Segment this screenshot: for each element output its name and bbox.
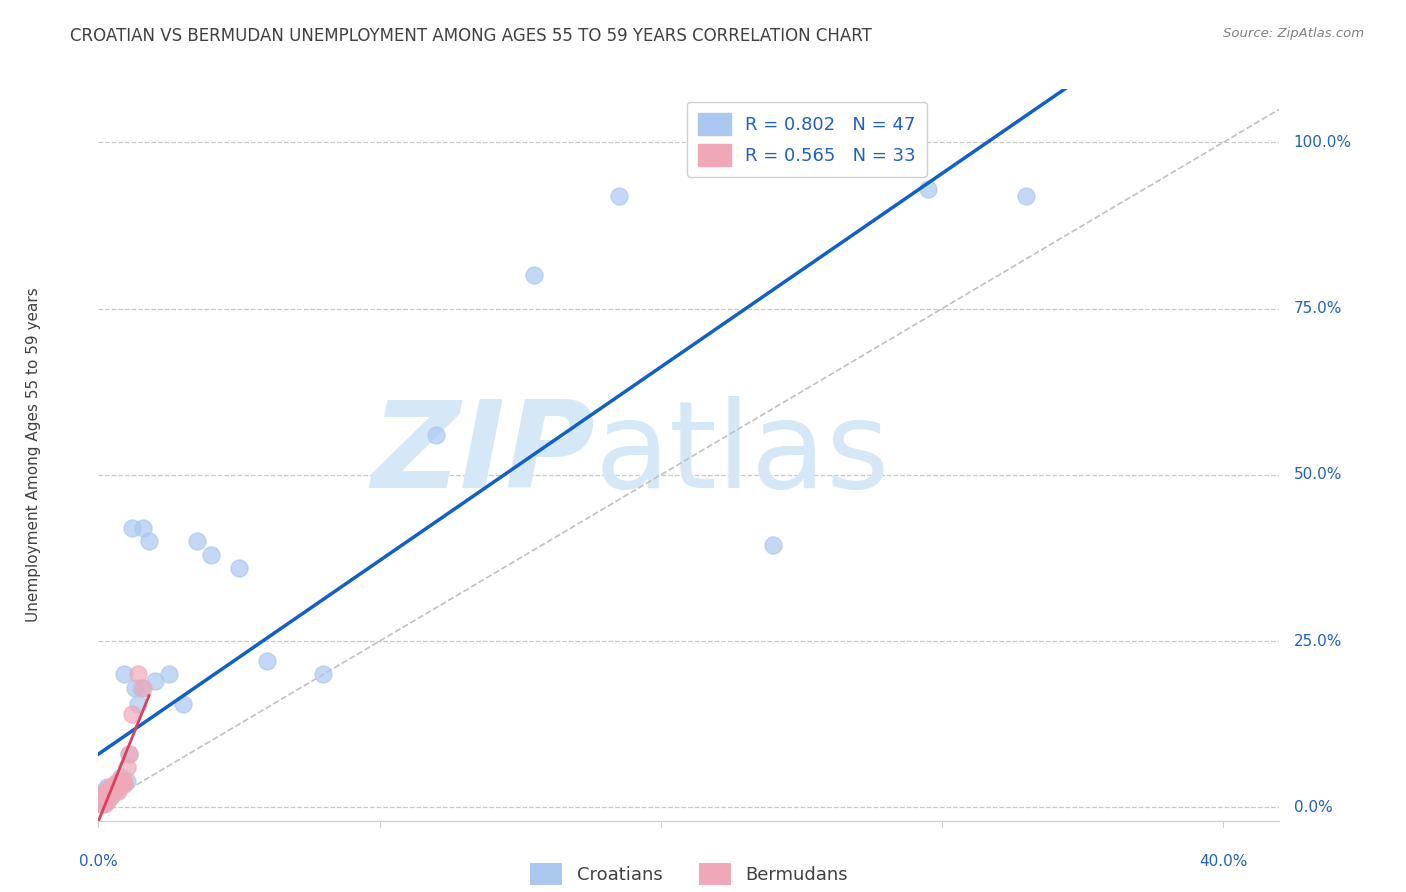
Point	[101, 787, 124, 801]
Point	[762, 538, 785, 552]
Point	[96, 780, 118, 795]
Point	[107, 780, 129, 795]
Point	[107, 780, 129, 795]
Point	[127, 667, 149, 681]
Point	[132, 521, 155, 535]
Point	[96, 787, 118, 801]
Point	[101, 787, 124, 801]
Point	[112, 777, 135, 791]
Point	[96, 790, 118, 805]
Point	[101, 780, 124, 795]
Point	[96, 783, 118, 797]
Point	[93, 790, 115, 805]
Point	[110, 773, 132, 788]
Point	[96, 790, 118, 805]
Point	[425, 428, 447, 442]
Point	[101, 783, 124, 797]
Point	[93, 794, 115, 808]
Text: 0.0%: 0.0%	[79, 854, 118, 869]
Point	[107, 783, 129, 797]
Point	[143, 673, 166, 688]
Point	[93, 797, 115, 811]
Point	[93, 790, 115, 805]
Point	[523, 268, 546, 283]
Point	[118, 747, 141, 761]
Point	[96, 794, 118, 808]
Point	[186, 534, 208, 549]
Text: Unemployment Among Ages 55 to 59 years: Unemployment Among Ages 55 to 59 years	[25, 287, 41, 623]
Point	[96, 783, 118, 797]
Point	[121, 707, 143, 722]
Point	[115, 760, 138, 774]
Point	[96, 787, 118, 801]
Text: 75.0%: 75.0%	[1294, 301, 1341, 316]
Text: 0.0%: 0.0%	[1294, 800, 1333, 814]
Text: 25.0%: 25.0%	[1294, 633, 1341, 648]
Point	[104, 783, 127, 797]
Point	[115, 773, 138, 788]
Point	[98, 780, 121, 795]
Text: 50.0%: 50.0%	[1294, 467, 1341, 483]
Point	[312, 667, 335, 681]
Point	[124, 681, 146, 695]
Point	[104, 780, 127, 795]
Text: atlas: atlas	[595, 396, 890, 514]
Point	[228, 561, 250, 575]
Point	[107, 773, 129, 788]
Point	[90, 797, 112, 811]
Point	[101, 780, 124, 795]
Point	[93, 787, 115, 801]
Point	[90, 790, 112, 805]
Point	[96, 794, 118, 808]
Point	[112, 667, 135, 681]
Point	[93, 787, 115, 801]
Point	[118, 747, 141, 761]
Point	[110, 777, 132, 791]
Point	[98, 790, 121, 805]
Point	[93, 797, 115, 811]
Point	[132, 681, 155, 695]
Point	[112, 773, 135, 788]
Point	[104, 783, 127, 797]
Text: ZIP: ZIP	[371, 396, 595, 514]
Point	[93, 783, 115, 797]
Point	[172, 698, 194, 712]
Point	[127, 698, 149, 712]
Point	[607, 188, 630, 202]
Point	[98, 783, 121, 797]
Point	[104, 777, 127, 791]
Point	[90, 790, 112, 805]
Text: CROATIAN VS BERMUDAN UNEMPLOYMENT AMONG AGES 55 TO 59 YEARS CORRELATION CHART: CROATIAN VS BERMUDAN UNEMPLOYMENT AMONG …	[70, 27, 872, 45]
Point	[90, 794, 112, 808]
Point	[98, 787, 121, 801]
Point	[104, 777, 127, 791]
Point	[200, 548, 222, 562]
Point	[110, 771, 132, 785]
Point	[90, 794, 112, 808]
Legend: Croatians, Bermudans: Croatians, Bermudans	[523, 855, 855, 892]
Text: 100.0%: 100.0%	[1294, 135, 1351, 150]
Point	[90, 797, 112, 811]
Point	[917, 182, 939, 196]
Point	[98, 787, 121, 801]
Point	[138, 534, 160, 549]
Point	[93, 794, 115, 808]
Point	[256, 654, 278, 668]
Point	[98, 783, 121, 797]
Point	[1015, 188, 1038, 202]
Point	[129, 681, 152, 695]
Text: 40.0%: 40.0%	[1199, 854, 1247, 869]
Point	[157, 667, 180, 681]
Point	[110, 777, 132, 791]
Text: Source: ZipAtlas.com: Source: ZipAtlas.com	[1223, 27, 1364, 40]
Point	[101, 783, 124, 797]
Point	[98, 790, 121, 805]
Point	[121, 521, 143, 535]
